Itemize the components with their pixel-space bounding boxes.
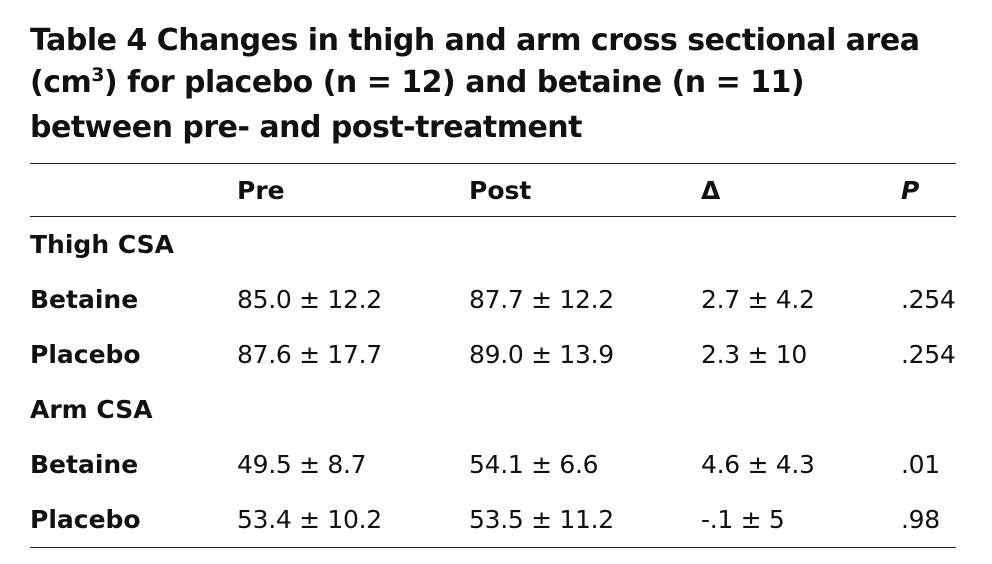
section-row-thigh: Thigh CSA xyxy=(30,217,956,273)
header-cell-pre: Pre xyxy=(237,175,285,205)
cell-post: 54.1 ± 6.6 xyxy=(469,450,599,479)
cell-p: .01 xyxy=(901,450,940,479)
header-cell-p: P xyxy=(901,175,920,205)
cell-post: 89.0 ± 13.9 xyxy=(469,340,614,369)
table-container: Table 4 Changes in thigh and arm cross s… xyxy=(30,20,956,548)
table-row: Betaine 85.0 ± 12.2 87.7 ± 12.2 2.7 ± 4.… xyxy=(30,272,956,327)
table-row: Placebo 87.6 ± 17.7 89.0 ± 13.9 2.3 ± 10… xyxy=(30,327,956,382)
cell-post: 53.5 ± 11.2 xyxy=(469,505,614,534)
cell-p: .254 xyxy=(901,340,956,369)
row-label: Placebo xyxy=(30,340,141,369)
caption-superscript: 3 xyxy=(91,64,104,86)
row-label: Betaine xyxy=(30,285,139,314)
cell-pre: 53.4 ± 10.2 xyxy=(237,505,382,534)
cell-delta: 2.3 ± 10 xyxy=(701,340,808,369)
results-table: Pre Post Δ P Thigh CSA Betaine 85.0 ± 12… xyxy=(30,163,956,548)
section-row-arm: Arm CSA xyxy=(30,382,956,437)
cell-delta: -.1 ± 5 xyxy=(701,505,785,534)
table-caption: Table 4 Changes in thigh and arm cross s… xyxy=(30,20,956,149)
cell-p: .254 xyxy=(901,285,956,314)
section-title: Thigh CSA xyxy=(30,230,174,259)
header-cell-post: Post xyxy=(469,175,532,205)
row-label: Betaine xyxy=(30,450,139,479)
cell-delta: 4.6 ± 4.3 xyxy=(701,450,815,479)
table-row: Betaine 49.5 ± 8.7 54.1 ± 6.6 4.6 ± 4.3 … xyxy=(30,437,956,492)
cell-pre: 85.0 ± 12.2 xyxy=(237,285,382,314)
header-cell-delta: Δ xyxy=(701,175,721,205)
caption-prefix: Table 4 Changes in thigh and arm cross s… xyxy=(30,23,920,100)
header-cell-empty xyxy=(30,164,237,217)
cell-p: .98 xyxy=(901,505,940,534)
section-title: Arm CSA xyxy=(30,395,153,424)
table-row: Placebo 53.4 ± 10.2 53.5 ± 11.2 -.1 ± 5 … xyxy=(30,492,956,548)
cell-post: 87.7 ± 12.2 xyxy=(469,285,614,314)
caption-suffix: ) for placebo (n = 12) and betaine (n = … xyxy=(30,65,805,145)
row-label: Placebo xyxy=(30,505,141,534)
cell-delta: 2.7 ± 4.2 xyxy=(701,285,815,314)
cell-pre: 49.5 ± 8.7 xyxy=(237,450,367,479)
cell-pre: 87.6 ± 17.7 xyxy=(237,340,382,369)
header-row: Pre Post Δ P xyxy=(30,164,956,217)
